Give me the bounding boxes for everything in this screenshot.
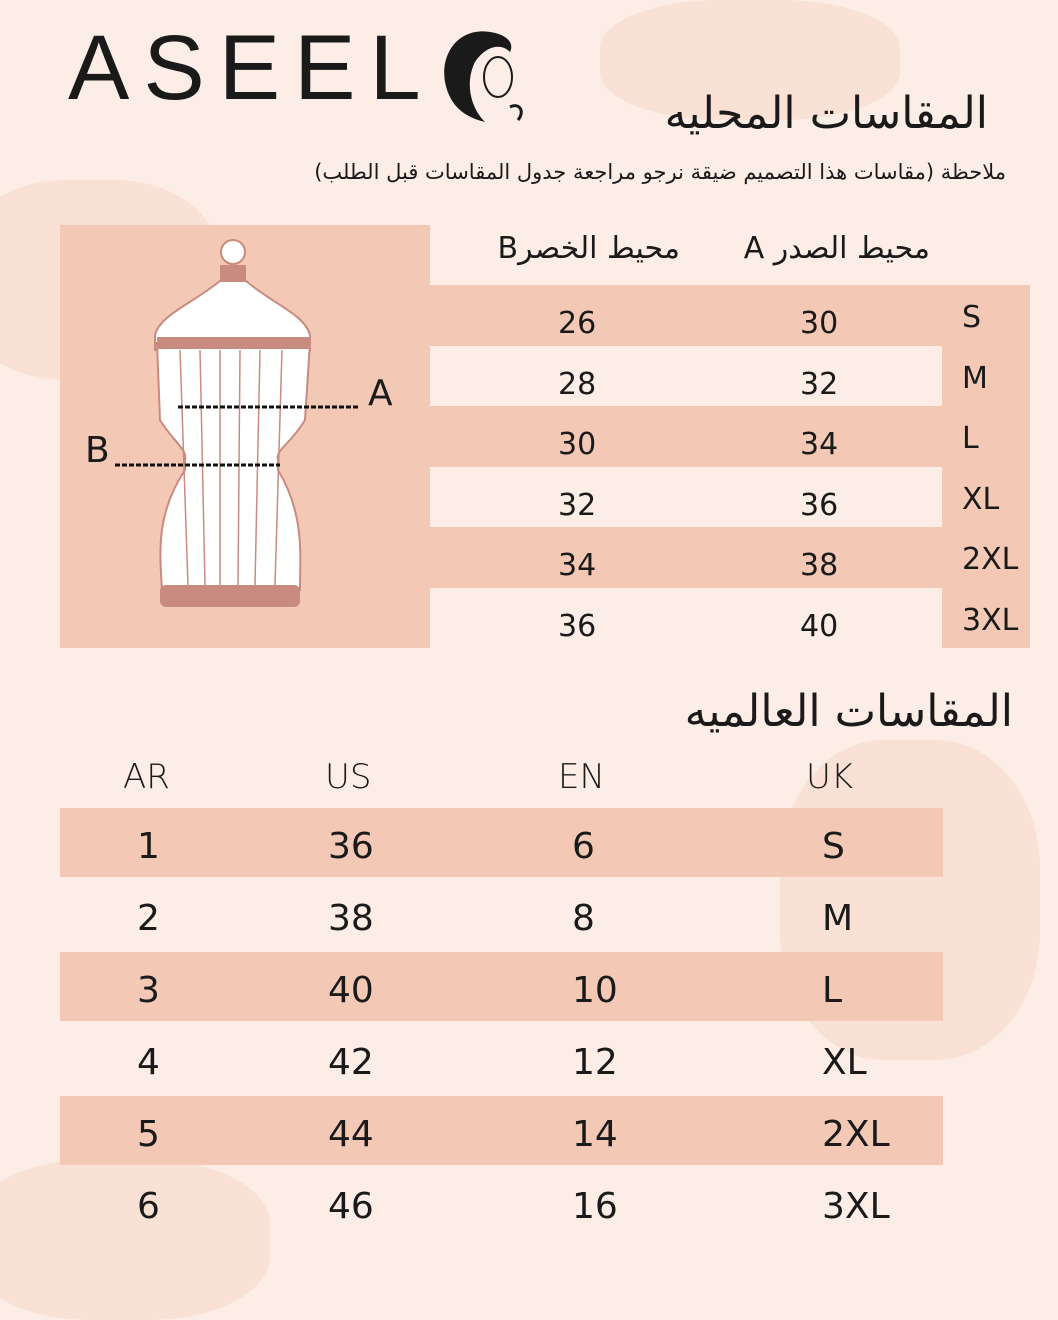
waist-value: 34 — [558, 548, 597, 583]
local-size-row — [430, 527, 942, 588]
us-value: 38 — [328, 898, 374, 939]
us-value: 46 — [328, 1186, 374, 1227]
header-en: EN — [558, 757, 605, 797]
us-value: 36 — [328, 826, 374, 867]
international-size-row — [60, 952, 943, 1021]
label-a: A — [368, 373, 393, 414]
local-size-row — [430, 346, 942, 407]
local-size-row — [430, 588, 942, 649]
header-uk: UK — [806, 757, 854, 797]
label-b: B — [85, 430, 110, 471]
chest-value: 32 — [800, 366, 839, 402]
en-value: 16 — [572, 1186, 618, 1227]
header-ar: AR — [123, 757, 170, 797]
international-size-row — [60, 1168, 943, 1237]
mannequin-illustration — [115, 239, 360, 607]
ar-value: 3 — [137, 970, 160, 1011]
us-value: 42 — [328, 1042, 374, 1083]
us-value: 40 — [328, 970, 374, 1011]
local-size-row — [430, 285, 942, 346]
uk-value: 2XL — [822, 1114, 890, 1155]
international-size-row — [60, 808, 943, 877]
ar-value: 1 — [137, 826, 160, 867]
woman-logo-icon — [444, 31, 523, 122]
chest-value: 30 — [800, 306, 839, 341]
background-decoration — [600, 0, 900, 120]
ar-value: 2 — [137, 898, 160, 939]
chest-value: 34 — [800, 427, 839, 462]
international-sizes-title: المقاسات العالميه — [684, 686, 1013, 737]
size-label: L — [962, 421, 979, 456]
local-size-row — [430, 406, 942, 467]
en-value: 14 — [572, 1114, 618, 1155]
waist-value: 32 — [558, 487, 597, 523]
size-label: 3XL — [962, 602, 1019, 638]
chest-value: 36 — [800, 487, 839, 523]
uk-value: 3XL — [822, 1186, 890, 1227]
chest-value: 40 — [800, 608, 839, 644]
en-value: 10 — [572, 970, 618, 1011]
sizing-note: ملاحظة (مقاسات هذا التصميم ضيقة نرجو مرا… — [314, 160, 1006, 184]
international-size-row — [60, 1096, 943, 1165]
en-value: 6 — [572, 826, 595, 867]
size-column — [942, 285, 1030, 648]
header-us: US — [325, 757, 372, 797]
size-label: XL — [962, 481, 1000, 517]
chest-header: محيط الصدر A — [743, 231, 930, 266]
waist-value: 28 — [558, 366, 597, 402]
brand-logo: ASEEL — [68, 17, 435, 119]
size-label: 2XL — [962, 542, 1019, 577]
uk-value: XL — [822, 1042, 867, 1083]
waist-header: محيط الخصرB — [497, 231, 680, 266]
waist-value: 36 — [558, 608, 597, 644]
size-label: S — [962, 300, 982, 335]
uk-value: M — [822, 898, 854, 939]
international-size-row — [60, 880, 943, 949]
uk-value: L — [822, 970, 843, 1011]
waist-value: 30 — [558, 427, 597, 462]
international-size-row — [60, 1024, 943, 1093]
local-sizes-title: المقاسات المحليه — [664, 88, 988, 139]
uk-value: S — [822, 826, 845, 867]
chest-value: 38 — [800, 548, 839, 583]
waist-value: 26 — [558, 306, 597, 341]
us-value: 44 — [328, 1114, 374, 1155]
ar-value: 5 — [137, 1114, 160, 1155]
ar-value: 6 — [137, 1186, 160, 1227]
en-value: 8 — [572, 898, 595, 939]
en-value: 12 — [572, 1042, 618, 1083]
local-size-row — [430, 467, 942, 528]
ar-value: 4 — [137, 1042, 160, 1083]
size-label: M — [962, 360, 988, 396]
mannequin-panel: A B — [60, 225, 430, 648]
